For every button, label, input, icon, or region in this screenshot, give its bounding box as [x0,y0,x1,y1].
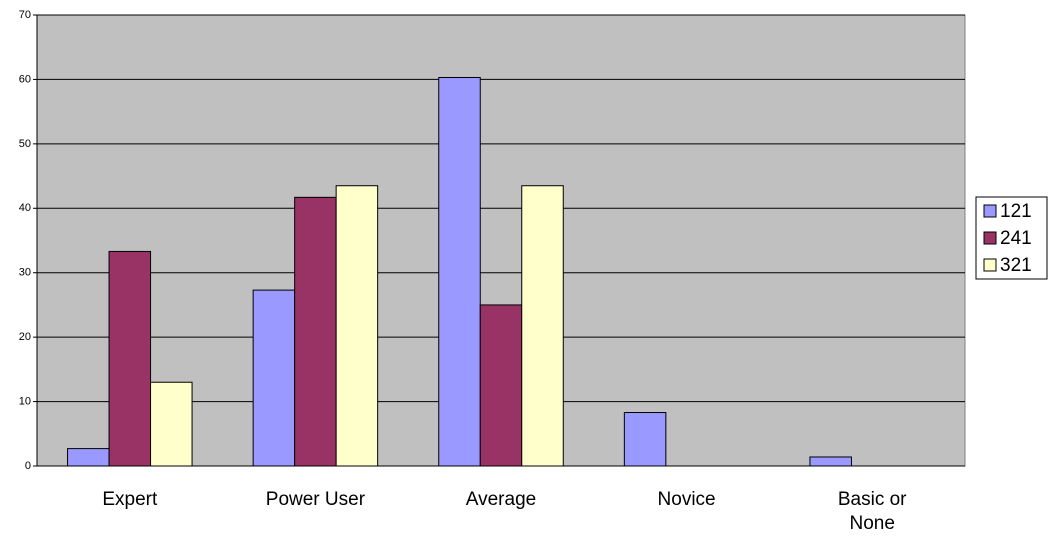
bar [438,76,481,467]
x-tick-label: Power User [265,489,366,510]
bar [521,185,564,467]
x-tick-label: Basic or None [837,489,907,534]
y-tick-label: 10 [19,395,31,407]
legend-swatch [983,258,997,272]
bar [108,250,152,467]
bar [294,196,337,467]
legend-label: 321 [1000,255,1032,276]
bar [479,304,523,467]
y-tick-label: 30 [19,267,31,279]
x-tick-label: Average [465,489,537,510]
bar [150,381,193,467]
y-tick-label: 60 [19,73,31,85]
y-tick-label: 20 [19,331,31,343]
legend-swatch [983,231,997,245]
legend-swatch [983,204,997,218]
y-tick-label: 50 [19,138,31,150]
bar [335,185,379,467]
x-tick-label: Novice [657,489,716,510]
y-tick-label: 70 [19,9,31,21]
y-tick-label: 0 [25,460,31,472]
bar [623,412,667,467]
bar [67,448,110,467]
legend-label: 121 [1000,201,1032,222]
y-tick-label: 40 [19,202,31,214]
x-tick-label: Expert [102,489,158,510]
bar [252,289,296,467]
legend-label: 241 [1000,228,1032,249]
bar [809,456,852,467]
